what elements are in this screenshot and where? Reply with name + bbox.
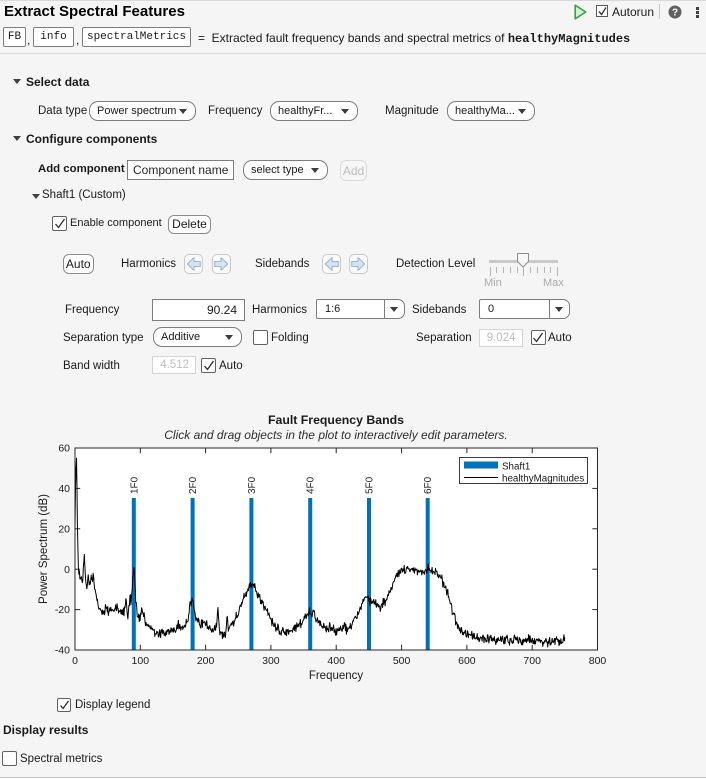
svg-text:1F0: 1F0	[129, 476, 140, 494]
svg-text:60: 60	[58, 443, 70, 455]
svg-text:200: 200	[197, 655, 215, 667]
svg-text:100: 100	[132, 655, 150, 667]
svg-text:300: 300	[262, 655, 280, 667]
svg-text:3F0: 3F0	[247, 476, 258, 494]
svg-text:40: 40	[58, 483, 70, 495]
svg-text:400: 400	[327, 655, 345, 667]
svg-text:2F0: 2F0	[188, 476, 199, 494]
svg-text:700: 700	[523, 655, 541, 667]
svg-text:0: 0	[72, 655, 78, 667]
svg-text:500: 500	[393, 655, 411, 667]
svg-text:Fault Frequency Bands: Fault Frequency Bands	[268, 413, 404, 427]
svg-text:20: 20	[58, 523, 70, 535]
svg-text:5F0: 5F0	[365, 476, 376, 494]
svg-text:800: 800	[589, 655, 607, 667]
svg-text:Shaft1: Shaft1	[502, 462, 530, 473]
svg-text:4F0: 4F0	[306, 476, 317, 494]
svg-text:Click and drag objects in the: Click and drag objects in the plot to in…	[164, 428, 508, 442]
svg-text:600: 600	[458, 655, 476, 667]
svg-text:0: 0	[64, 564, 70, 576]
svg-text:?: ?	[672, 8, 678, 19]
svg-text:healthyMagnitudes: healthyMagnitudes	[502, 474, 584, 485]
svg-text:Frequency: Frequency	[309, 670, 364, 682]
svg-text:Power Spectrum (dB): Power Spectrum (dB)	[38, 494, 50, 604]
svg-text:-20: -20	[55, 604, 70, 616]
svg-text:-40: -40	[55, 645, 70, 657]
svg-text:6F0: 6F0	[423, 476, 434, 494]
